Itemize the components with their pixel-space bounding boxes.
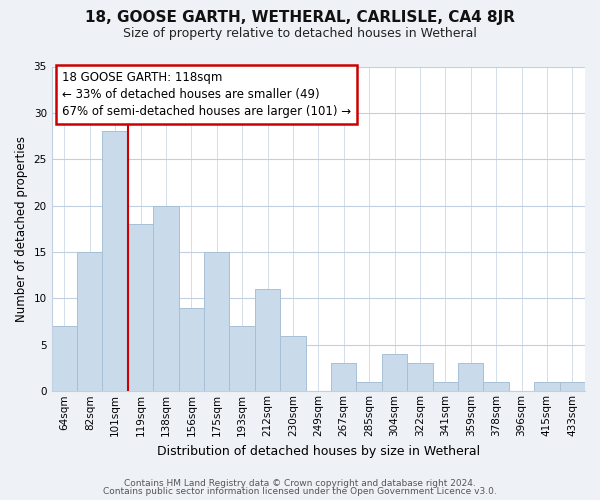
Bar [331,364,356,392]
Text: Size of property relative to detached houses in Wetheral: Size of property relative to detached ho… [123,28,477,40]
Bar [204,252,229,392]
Bar [458,364,484,392]
Bar [128,224,153,392]
Bar [484,382,509,392]
Bar [407,364,433,392]
X-axis label: Distribution of detached houses by size in Wetheral: Distribution of detached houses by size … [157,444,480,458]
Bar [103,132,128,392]
Bar [382,354,407,392]
Bar [153,206,179,392]
Bar [433,382,458,392]
Bar [77,252,103,392]
Bar [534,382,560,392]
Bar [179,308,204,392]
Text: Contains HM Land Registry data © Crown copyright and database right 2024.: Contains HM Land Registry data © Crown c… [124,478,476,488]
Y-axis label: Number of detached properties: Number of detached properties [15,136,28,322]
Text: 18 GOOSE GARTH: 118sqm
← 33% of detached houses are smaller (49)
67% of semi-det: 18 GOOSE GARTH: 118sqm ← 33% of detached… [62,72,352,118]
Bar [52,326,77,392]
Text: Contains public sector information licensed under the Open Government Licence v3: Contains public sector information licen… [103,487,497,496]
Bar [229,326,255,392]
Bar [356,382,382,392]
Text: 18, GOOSE GARTH, WETHERAL, CARLISLE, CA4 8JR: 18, GOOSE GARTH, WETHERAL, CARLISLE, CA4… [85,10,515,25]
Bar [255,289,280,392]
Bar [560,382,585,392]
Bar [280,336,305,392]
